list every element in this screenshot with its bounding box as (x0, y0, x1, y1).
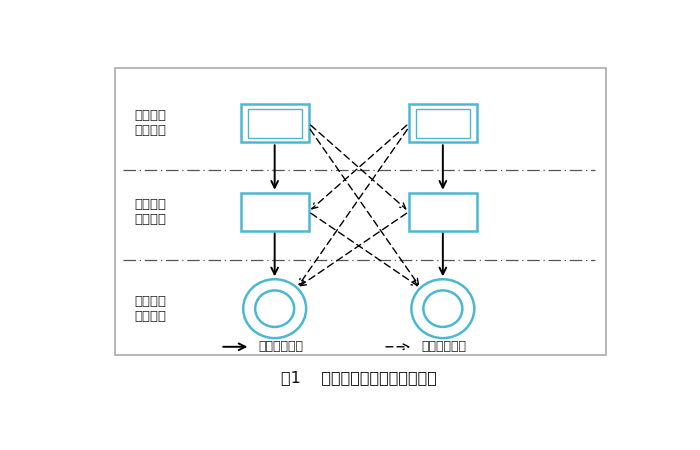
Bar (409, 193, 477, 231)
Text: 一级时间
同步节点: 一级时间 同步节点 (134, 109, 166, 137)
Text: 三级时间
同步节点: 三级时间 同步节点 (134, 295, 166, 323)
Bar (248, 109, 302, 138)
Bar (241, 193, 309, 231)
Text: 图1    时间同步网的三级层级结构: 图1 时间同步网的三级层级结构 (281, 370, 437, 386)
Text: 备用定时基准: 备用定时基准 (421, 340, 466, 353)
Ellipse shape (412, 279, 475, 338)
Ellipse shape (256, 290, 294, 327)
Text: 二级时间
同步节点: 二级时间 同步节点 (134, 198, 166, 225)
Bar (115, 68, 606, 356)
Bar (409, 104, 477, 142)
Text: 主用定时基准: 主用定时基准 (258, 340, 303, 353)
Bar (416, 109, 470, 138)
Bar (241, 104, 309, 142)
Ellipse shape (243, 279, 306, 338)
Ellipse shape (424, 290, 462, 327)
